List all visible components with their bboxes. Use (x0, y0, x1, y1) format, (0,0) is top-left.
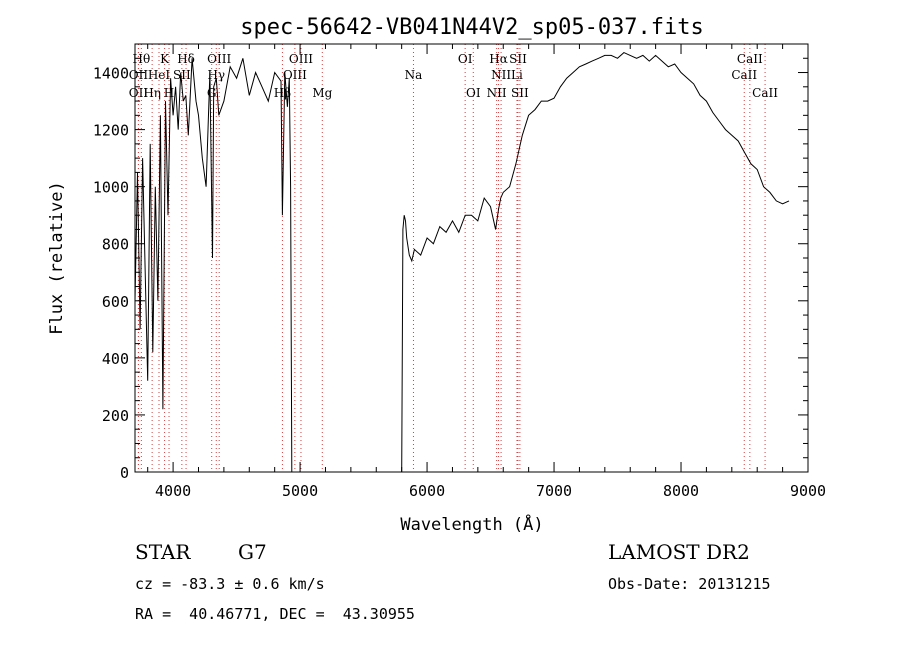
line-label: OI (458, 52, 473, 66)
chart-title: spec-56642-VB041N44V2_sp05-037.fits (240, 15, 704, 40)
line-label: Hγ (207, 68, 225, 82)
coordinates-text: RA = 40.46771, DEC = 43.30955 (135, 605, 415, 623)
line-label: HeI (148, 68, 171, 82)
line-label: OIII (289, 52, 313, 66)
line-label: OI (466, 86, 481, 100)
y-tick-label: 1000 (93, 179, 129, 197)
line-label: OIII (207, 52, 231, 66)
x-tick-label: 9000 (790, 482, 826, 500)
y-tick-label: 200 (102, 407, 129, 425)
y-axis-label: Flux (relative) (47, 181, 67, 335)
line-label: Hα (489, 52, 508, 66)
line-label: NII (491, 68, 511, 82)
survey-name: LAMOST DR2 (608, 540, 750, 564)
line-label: CaII (737, 52, 763, 66)
line-label: H (164, 86, 174, 100)
x-axis-label: Wavelength (Å) (400, 513, 543, 535)
line-label: CaII (731, 68, 757, 82)
x-tick-label: 5000 (282, 482, 318, 500)
plot-frame (134, 43, 809, 473)
line-label: OII (129, 86, 149, 100)
line-label: NII (487, 86, 507, 100)
line-label: Hδ (177, 52, 195, 66)
line-markers (137, 44, 766, 472)
object-subclass: G7 (238, 540, 267, 564)
redshift-text: cz = -83.3 ± 0.6 km/s (135, 575, 325, 593)
line-label: Hβ (274, 86, 291, 100)
y-tick-label: 800 (102, 236, 129, 254)
line-label: Hθ (132, 52, 150, 66)
line-label: SII (511, 86, 529, 100)
x-tick-label: 7000 (536, 482, 572, 500)
x-tick-label: 6000 (409, 482, 445, 500)
y-tick-label: 1400 (93, 65, 129, 83)
y-tick-label: 0 (120, 464, 129, 482)
y-tick-label: 400 (102, 350, 129, 368)
line-label: SII (509, 52, 527, 66)
line-label: G (207, 86, 217, 100)
spectrum-line (134, 52, 790, 473)
line-label: CaII (752, 86, 778, 100)
axis-tick-labels: 4000 5000 6000 7000 8000 9000 0 200 400 600 800 100… (93, 65, 826, 500)
line-label: Hη (143, 86, 161, 100)
y-tick-label: 600 (102, 293, 129, 311)
x-tick-label: 8000 (663, 482, 699, 500)
line-label: OII (129, 68, 149, 82)
x-tick-label: 4000 (155, 482, 191, 500)
object-class: STAR (135, 540, 191, 564)
line-label: SII (173, 68, 191, 82)
y-tick-label: 1200 (93, 122, 129, 140)
line-label: Na (405, 68, 423, 82)
line-label: K (160, 52, 170, 66)
axis-ticks (135, 43, 809, 473)
line-label: Mg (312, 86, 332, 100)
line-label: Li (511, 68, 523, 82)
obs-date-text: Obs-Date: 20131215 (608, 575, 771, 593)
line-label: OIII (283, 68, 307, 82)
